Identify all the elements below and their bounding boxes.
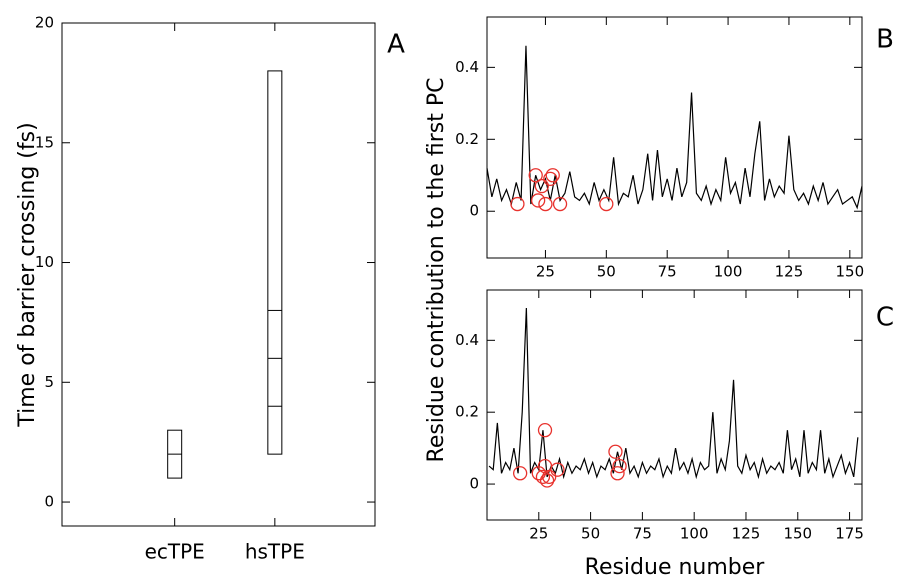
y-tick-label: 0 (469, 475, 479, 493)
line-series (489, 308, 858, 477)
y-axis-label: Time of barrier crossing (fs) (15, 122, 40, 427)
y-axis-label: Residue contribution to the first PC (424, 78, 449, 463)
highlight-circle (539, 198, 552, 211)
x-tick-label: 75 (658, 263, 677, 281)
x-tick-label: 50 (581, 525, 600, 543)
line-series (487, 46, 862, 208)
plot-frame (62, 23, 375, 526)
highlight-circle (600, 198, 613, 211)
x-axis-label: Residue number (585, 555, 766, 580)
panel-label: C (876, 303, 894, 333)
highlight-circle (511, 198, 524, 211)
y-tick-label: 5 (44, 373, 54, 391)
x-tick-label: 175 (835, 525, 864, 543)
highlight-circle (532, 194, 545, 207)
x-tick-label: 100 (714, 263, 743, 281)
x-tick-label: 25 (536, 263, 555, 281)
x-tick-label: 125 (732, 525, 761, 543)
plot-frame (487, 17, 862, 258)
category-label: ecTPE (145, 540, 205, 564)
y-tick-label: 0.2 (455, 130, 479, 148)
category-label: hsTPE (245, 540, 305, 564)
x-tick-label: 25 (529, 525, 548, 543)
x-tick-label: 150 (836, 263, 865, 281)
highlight-circle (539, 424, 552, 437)
highlight-circle (609, 445, 622, 458)
y-tick-label: 0.4 (455, 58, 479, 76)
y-tick-label: 0 (469, 202, 479, 220)
x-tick-label: 125 (775, 263, 804, 281)
y-tick-label: 0.4 (455, 331, 479, 349)
panel-label: B (876, 25, 894, 55)
highlight-circle (546, 169, 559, 182)
x-tick-label: 150 (783, 525, 812, 543)
highlight-circle (514, 467, 527, 480)
x-tick-label: 50 (597, 263, 616, 281)
y-tick-label: 0.2 (455, 403, 479, 421)
y-tick-label: 0 (44, 493, 54, 511)
x-tick-label: 100 (680, 525, 709, 543)
box (268, 71, 282, 454)
x-tick-label: 75 (633, 525, 652, 543)
y-tick-label: 20 (35, 14, 54, 32)
panel-label: A (387, 30, 405, 60)
